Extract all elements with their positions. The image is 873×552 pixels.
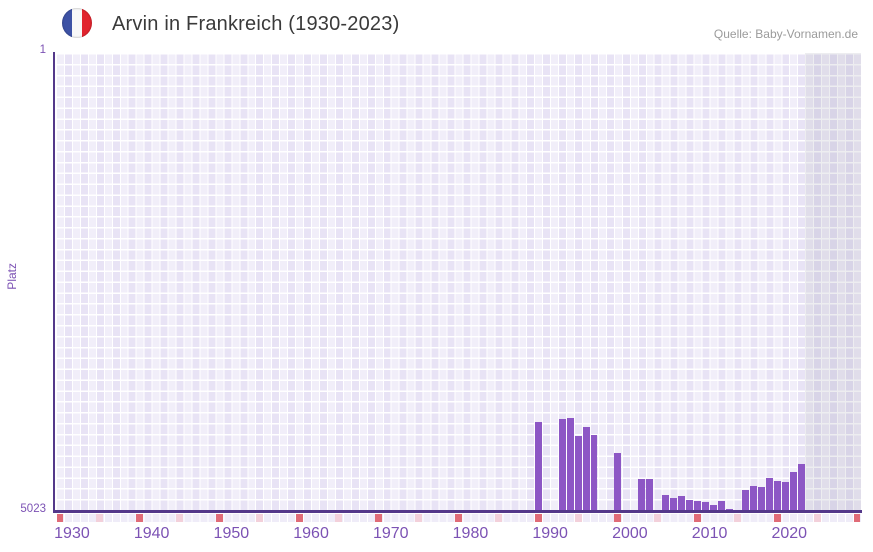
marker-red-2018 xyxy=(773,513,781,522)
marker-red-1968 xyxy=(375,513,383,522)
marker-red-1948 xyxy=(215,513,223,522)
x-tick-1930: 1930 xyxy=(54,525,90,542)
x-tick-1970: 1970 xyxy=(372,525,409,542)
bar-2014[interactable] xyxy=(741,489,749,510)
bar-2002[interactable] xyxy=(646,478,654,510)
bar-1992[interactable] xyxy=(566,418,574,510)
bar-2012[interactable] xyxy=(726,509,733,510)
bar-2006[interactable] xyxy=(678,495,686,510)
bar-2017[interactable] xyxy=(765,478,773,510)
bar-2008[interactable] xyxy=(694,500,702,510)
no-data-band xyxy=(805,53,861,510)
france-flag-icon xyxy=(62,8,92,38)
page-title: Arvin in Frankreich (1930-2023) xyxy=(112,13,400,35)
bar-2019[interactable] xyxy=(781,481,789,510)
bar-2016[interactable] xyxy=(757,487,765,510)
x-axis-line xyxy=(53,510,862,513)
marker-pink-2003 xyxy=(654,513,662,522)
bar-2011[interactable] xyxy=(718,500,725,510)
marker-red-1928 xyxy=(56,513,64,522)
bar-2020[interactable] xyxy=(789,471,797,510)
marker-red-1998 xyxy=(614,513,622,522)
marker-red-1938 xyxy=(136,513,144,522)
plot-area xyxy=(56,53,861,510)
marker-pink-1963 xyxy=(335,513,343,522)
bar-1988[interactable] xyxy=(534,422,542,510)
bar-2021[interactable] xyxy=(797,464,805,510)
bar-2001[interactable] xyxy=(638,478,646,510)
y-axis-top-tick-label: 1 xyxy=(39,44,46,56)
bar-2004[interactable] xyxy=(662,494,670,510)
y-axis-bottom-tick-label: 5023 xyxy=(20,503,46,515)
bar-1995[interactable] xyxy=(590,434,598,510)
bar-2005[interactable] xyxy=(670,497,678,510)
x-tick-2000: 2000 xyxy=(612,525,648,542)
marker-red-1988 xyxy=(534,513,542,522)
x-tick-1950: 1950 xyxy=(213,525,250,542)
marker-red-1978 xyxy=(455,513,462,522)
marker-red-2028 xyxy=(853,513,861,522)
marker-pink-1983 xyxy=(494,513,502,522)
marker-pink-1973 xyxy=(415,513,423,522)
bar-2015[interactable] xyxy=(749,485,757,510)
marker-pink-1953 xyxy=(255,513,263,522)
marker-red-2008 xyxy=(694,513,702,522)
bar-2010[interactable] xyxy=(710,504,718,510)
marker-pink-1943 xyxy=(176,513,184,522)
marker-pink-2023 xyxy=(813,513,821,522)
marker-pink-1933 xyxy=(96,513,104,522)
x-tick-2010: 2010 xyxy=(691,525,728,542)
x-tick-2020: 2020 xyxy=(771,525,808,542)
x-tick-1990: 1990 xyxy=(532,525,568,542)
y-axis-line xyxy=(53,52,55,512)
x-tick-1960: 1960 xyxy=(293,525,329,542)
y-axis-title: Platz xyxy=(5,263,19,290)
bar-1993[interactable] xyxy=(574,436,582,510)
x-tick-1980: 1980 xyxy=(452,525,489,542)
bar-1991[interactable] xyxy=(558,419,566,510)
bar-2007[interactable] xyxy=(686,499,694,510)
bar-2018[interactable] xyxy=(773,481,781,510)
marker-pink-1993 xyxy=(574,513,582,522)
source-credit: Quelle: Baby-Vornamen.de xyxy=(713,27,858,41)
bar-1998[interactable] xyxy=(614,453,622,510)
marker-pink-2013 xyxy=(733,513,741,522)
bar-2009[interactable] xyxy=(702,502,710,510)
bar-1994[interactable] xyxy=(582,426,590,510)
x-tick-1940: 1940 xyxy=(133,525,170,542)
marker-red-1958 xyxy=(295,513,303,522)
